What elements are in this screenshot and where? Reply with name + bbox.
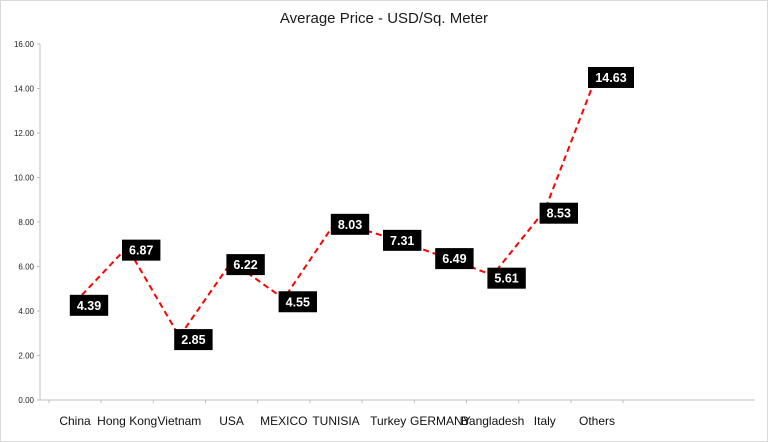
data-label-box — [383, 229, 422, 251]
data-label: 4.39 — [77, 299, 101, 313]
data-label: 7.31 — [390, 234, 414, 248]
x-category-label: Hong Kong — [97, 414, 157, 428]
x-category-label: MEXICO — [260, 414, 307, 428]
data-label-box — [174, 329, 213, 351]
data-label: 4.55 — [286, 295, 310, 309]
data-label: 6.49 — [442, 252, 466, 266]
series-line — [74, 74, 598, 339]
data-label-box — [539, 202, 578, 224]
x-category-label: Bangladesh — [461, 414, 524, 428]
data-label-box — [330, 213, 370, 235]
data-label: 2.85 — [181, 333, 205, 347]
x-category-label: Italy — [534, 414, 556, 428]
x-category-label: GERMANY — [410, 414, 471, 428]
y-tick-label: 16.00 — [14, 40, 35, 49]
data-label-box — [278, 291, 317, 313]
y-tick-label: 2.00 — [18, 352, 34, 361]
y-tick-label: 6.00 — [18, 263, 34, 272]
x-category-label: China — [59, 414, 91, 428]
x-category-label: USA — [219, 414, 244, 428]
y-tick-label: 12.00 — [14, 129, 35, 138]
data-label-box — [487, 267, 526, 289]
chart-title: Average Price - USD/Sq. Meter — [279, 10, 489, 27]
data-label-box — [588, 66, 634, 88]
y-tick-label: 8.00 — [18, 218, 34, 227]
data-label: 5.61 — [494, 272, 518, 286]
x-category-label: Vietnam — [157, 414, 201, 428]
y-tick-label: 4.00 — [18, 307, 34, 316]
x-category-label: TUNISIA — [312, 414, 359, 428]
y-tick-label: 14.00 — [14, 85, 35, 94]
data-label: 8.53 — [547, 207, 571, 221]
x-category-label: Turkey — [370, 414, 406, 428]
y-tick-label: 10.00 — [14, 174, 35, 183]
data-label-box — [226, 254, 265, 276]
data-label: 6.87 — [129, 244, 153, 258]
x-category-label: Others — [579, 414, 615, 428]
data-label: 8.03 — [338, 218, 362, 232]
data-label: 6.22 — [233, 258, 257, 272]
y-tick-label: 0.00 — [18, 396, 34, 405]
data-label-box — [435, 248, 474, 270]
data-label: 14.63 — [595, 71, 626, 85]
data-label-box — [122, 239, 161, 261]
data-label-box — [69, 294, 109, 316]
